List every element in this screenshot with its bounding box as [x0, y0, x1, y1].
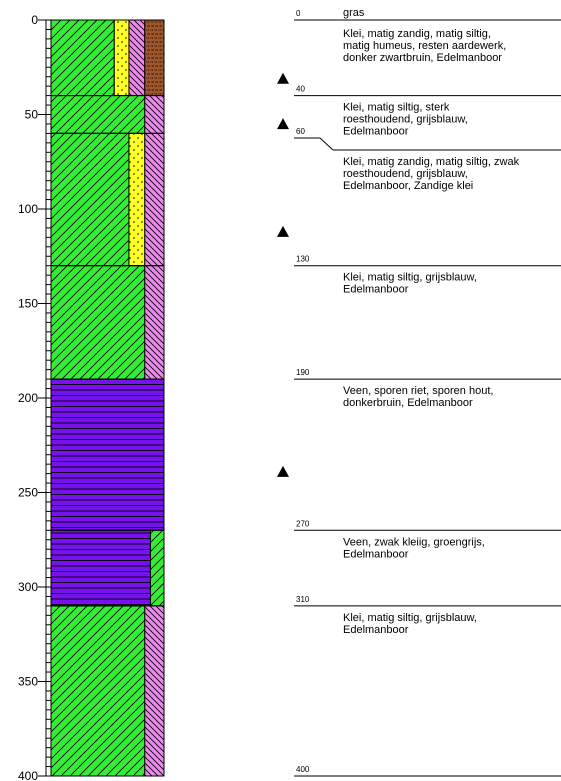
depth-axis: 0 50 100 150 200 250 300 350 400: [18, 13, 51, 781]
tick-label: 50: [25, 108, 39, 122]
layer-description-line: Klei, matig siltig, sterk: [343, 102, 450, 114]
tick-label: 350: [18, 675, 38, 689]
sample-marker-icon: [277, 118, 289, 130]
layer-description-line: Veen, zwak kleiig, groengrijs,: [343, 536, 485, 548]
tick-label: 0: [31, 13, 38, 27]
layer-segment-roze: [128, 19, 146, 97]
soil-column: [50, 19, 165, 777]
layer-description-line: Edelmanboor, Zandige klei: [343, 180, 473, 192]
depth-label: 190: [296, 368, 310, 377]
layer-description-line: roesthoudend, grijsblauw,: [343, 168, 468, 180]
layer-segment-klei: [50, 95, 146, 134]
layer-segment-zand: [128, 132, 146, 267]
depth-label: 40: [296, 85, 305, 94]
layer-description-line: Edelmanboor: [343, 548, 409, 560]
depth-label: 310: [296, 595, 310, 604]
marker-group: [277, 72, 289, 477]
layer-segment-humus: [144, 19, 165, 97]
depth-label: 130: [296, 255, 310, 264]
layer-description-line: Klei, matig zandig, matig siltig, zwak: [343, 156, 520, 168]
layer-description-line: Klei, matig zandig, matig siltig,: [343, 28, 491, 40]
sample-marker-icon: [277, 465, 289, 477]
layer-segment-roze: [144, 265, 165, 380]
tick-label: 400: [18, 769, 38, 781]
layer-segment-klei: [50, 132, 130, 267]
layer-description-line: Edelmanboor: [343, 624, 409, 636]
layer-description-line: roesthoudend, grijsblauw,: [343, 114, 468, 126]
layer-segment-zand: [113, 19, 130, 97]
layer-segment-roze: [144, 132, 165, 267]
layer-segment-veen: [50, 529, 151, 607]
tick-label: 150: [18, 297, 38, 311]
layer-description-line: gras: [343, 7, 365, 19]
depth-line: [319, 137, 334, 151]
layer-description-line: Klei, matig siltig, grijsblauw,: [343, 272, 477, 284]
depth-label: 270: [296, 519, 310, 528]
layer-description-line: donkerbruin, Edelmanboor: [343, 397, 473, 409]
layer-description-line: matig humeus, resten aardewerk,: [343, 40, 506, 52]
tick-label: 300: [18, 580, 38, 594]
layer-description-line: Veen, sporen riet, sporen hout,: [343, 385, 493, 397]
layer-segment-klei: [50, 605, 146, 777]
depth-label: 400: [296, 765, 310, 774]
layer-description-line: donker zwartbruin, Edelmanboor: [343, 52, 502, 64]
layer-segment-klei: [149, 529, 165, 607]
layer-description-line: Edelmanboor: [343, 126, 409, 138]
layer-segment-roze: [144, 605, 165, 777]
tick-label: 100: [18, 202, 38, 216]
layer-segment-klei: [50, 19, 115, 97]
tick-label: 200: [18, 391, 38, 405]
layer-descriptions: 0 gras Klei, matig zandig, matig siltig,ma…: [294, 7, 561, 777]
layer-description-line: Edelmanboor: [343, 284, 409, 296]
layer-segment-veen: [50, 378, 165, 531]
sample-marker-icon: [277, 225, 289, 237]
depth-label: 0: [296, 9, 301, 18]
sample-marker-icon: [277, 72, 289, 84]
layer-segment-klei: [50, 265, 146, 380]
depth-label: 60: [296, 127, 305, 136]
layer-segment-roze: [144, 95, 165, 134]
tick-label: 250: [18, 486, 38, 500]
layer-description-line: Klei, matig siltig, grijsblauw,: [343, 612, 477, 624]
layer-outline: [50, 605, 165, 777]
